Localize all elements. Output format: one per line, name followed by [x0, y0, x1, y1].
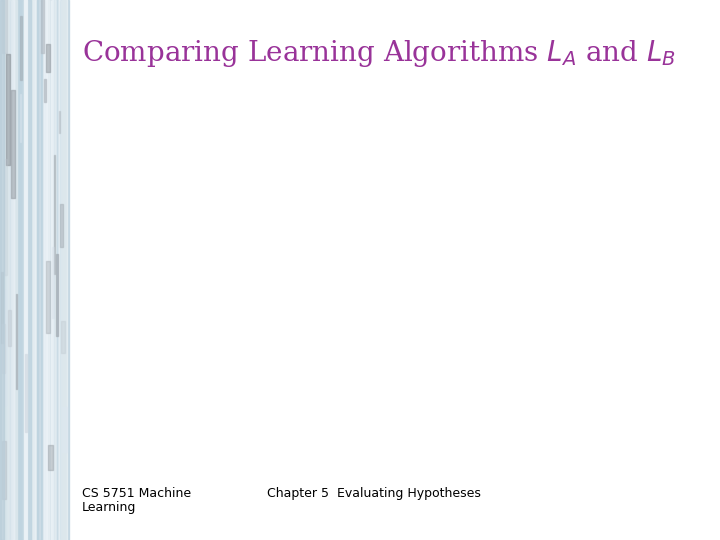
- Text: Learning: Learning: [82, 501, 136, 514]
- Text: CS 5751 Machine: CS 5751 Machine: [82, 487, 191, 500]
- Text: Chapter 5  Evaluating Hypotheses: Chapter 5 Evaluating Hypotheses: [267, 487, 481, 500]
- Text: Comparing Learning Algorithms $L_{A}$ and $L_{B}$: Comparing Learning Algorithms $L_{A}$ an…: [82, 38, 676, 69]
